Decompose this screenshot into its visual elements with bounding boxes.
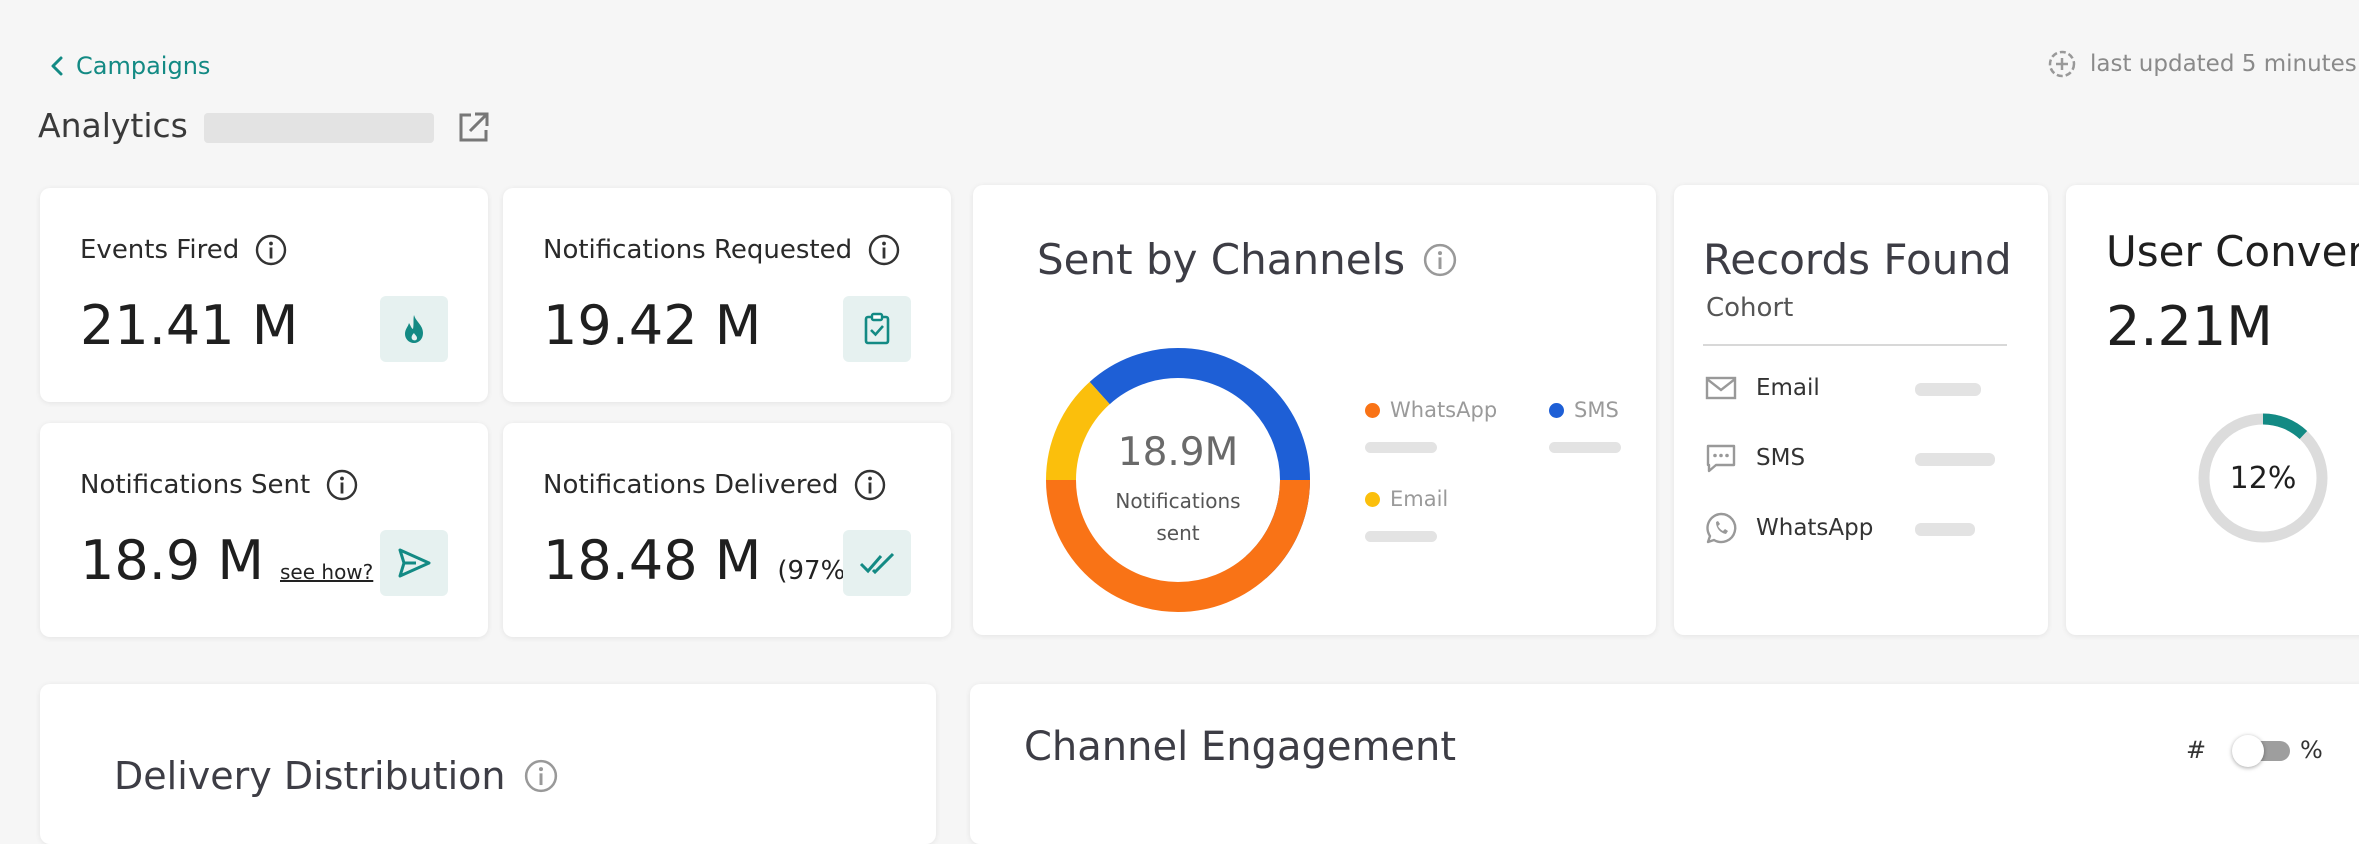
record-value-placeholder-email (1915, 383, 1981, 396)
sent-by-channels-card: Sent by Channels 18.9M Notifications sen… (973, 185, 1656, 635)
see-how-link[interactable]: see how? (280, 560, 374, 584)
legend-whatsapp: WhatsApp (1365, 398, 1497, 422)
refresh-clock-icon (2048, 50, 2076, 78)
clipboard-check-icon (864, 312, 890, 345)
notifications-requested-value: 19.42 M (543, 294, 761, 357)
double-check-icon (859, 552, 895, 575)
notifications-sent-header: Notifications Sent (80, 469, 358, 501)
chevron-left-icon (51, 56, 63, 76)
toggle-count-label: # (2186, 736, 2207, 764)
send-icon (398, 548, 431, 578)
legend-value-placeholder-whatsapp (1365, 442, 1437, 453)
records-found-subtitle: Cohort (1706, 293, 1794, 323)
whatsapp-icon (1706, 512, 1737, 544)
notifications-delivered-label: Notifications Delivered (543, 470, 839, 500)
legend-value-placeholder-sms (1549, 442, 1621, 453)
external-link-icon[interactable] (455, 110, 491, 146)
channel-engagement-card: Channel Engagement (970, 684, 2359, 844)
record-value-placeholder-sms (1915, 453, 1995, 466)
delivery-distribution-header: Delivery Distribution (114, 754, 558, 798)
record-row-sms: SMS (1704, 441, 1805, 475)
sent-by-channels-title: Sent by Channels (1037, 235, 1406, 284)
back-link-label: Campaigns (76, 52, 211, 80)
events-fired-badge (380, 296, 448, 362)
events-fired-header: Events Fired (80, 234, 287, 266)
channel-engagement-title: Channel Engagement (1024, 724, 1457, 770)
flame-icon (405, 315, 423, 343)
back-to-campaigns-link[interactable]: Campaigns (48, 52, 210, 80)
info-icon[interactable] (868, 234, 900, 266)
channels-donut-chart (1046, 348, 1310, 612)
record-row-whatsapp: WhatsApp (1704, 511, 1873, 545)
notifications-delivered-value: 18.48 M (97%) (543, 529, 855, 592)
notifications-delivered-number: 18.48 M (543, 529, 762, 592)
notifications-delivered-header: Notifications Delivered (543, 469, 886, 501)
legend-label-whatsapp: WhatsApp (1390, 398, 1498, 422)
legend-label-email: Email (1390, 487, 1449, 511)
notifications-requested-header: Notifications Requested (543, 234, 900, 266)
conversion-progress-ring (2198, 413, 2328, 543)
user-conversion-card: User Conversi 2.21M 12% (2066, 185, 2359, 635)
notifications-sent-card: Notifications Sent 18.9 M see how? (40, 423, 488, 637)
notifications-sent-value: 18.9 M see how? (80, 529, 373, 592)
notifications-requested-number: 19.42 M (543, 294, 762, 357)
records-found-title: Records Found (1703, 235, 2012, 284)
record-label-sms: SMS (1756, 445, 1806, 471)
events-fired-card: Events Fired 21.41 M (40, 188, 488, 402)
record-value-placeholder-whatsapp (1915, 523, 1975, 536)
legend-dot-email (1365, 491, 1380, 507)
notifications-sent-label: Notifications Sent (80, 470, 311, 500)
progress-ring-fill (2198, 413, 2328, 543)
delivered-percent: (97%) (777, 556, 856, 586)
donut-center-label-line1: Notifications (1115, 489, 1241, 513)
events-fired-value: 21.41 M (80, 294, 298, 357)
events-fired-number: 21.41 M (80, 294, 299, 357)
donut-segment-sms (1046, 348, 1310, 612)
events-fired-label: Events Fired (80, 235, 240, 265)
notifications-requested-card: Notifications Requested 19.42 M (503, 188, 951, 402)
legend-sms: SMS (1549, 398, 1619, 422)
sent-by-channels-header: Sent by Channels (1037, 235, 1457, 284)
count-percent-toggle[interactable] (2232, 735, 2294, 767)
donut-segment-email (1046, 348, 1310, 612)
notifications-requested-badge (843, 296, 911, 362)
notifications-requested-label: Notifications Requested (543, 235, 853, 265)
notifications-delivered-card: Notifications Delivered 18.48 M (97%) (503, 423, 951, 637)
notifications-sent-number: 18.9 M (80, 529, 264, 592)
delivery-distribution-title: Delivery Distribution (114, 754, 506, 798)
page-title: Analytics (38, 106, 188, 145)
info-icon[interactable] (326, 469, 358, 501)
records-divider (1703, 344, 2007, 346)
mail-icon (1705, 376, 1737, 400)
toggle-knob (2232, 735, 2264, 767)
last-updated-status: last updated 5 minutes a (2046, 48, 2359, 80)
records-found-card: Records Found Cohort Email SMS WhatsApp (1674, 185, 2048, 635)
user-conversion-value: 2.21M (2106, 295, 2273, 358)
legend-dot-whatsapp (1365, 402, 1380, 418)
legend-label-sms: SMS (1574, 398, 1619, 422)
conversion-percent-label: 12% (2229, 461, 2297, 496)
info-icon[interactable] (854, 469, 886, 501)
legend-email: Email (1365, 487, 1448, 511)
legend-value-placeholder-email (1365, 531, 1437, 542)
record-label-email: Email (1756, 375, 1820, 401)
notifications-sent-badge (380, 530, 448, 596)
info-icon[interactable] (524, 759, 558, 793)
title-placeholder (204, 113, 434, 143)
last-updated-text: last updated 5 minutes a (2090, 51, 2359, 77)
donut-center-value: 18.9M (1117, 430, 1239, 475)
donut-center-label-line2: sent (1156, 521, 1200, 545)
toggle-percent-label: % (2300, 736, 2323, 764)
record-label-whatsapp: WhatsApp (1756, 515, 1874, 541)
delivery-distribution-card: Delivery Distribution (40, 684, 936, 844)
sms-icon (1706, 444, 1736, 473)
info-icon[interactable] (255, 234, 287, 266)
legend-dot-sms (1549, 402, 1564, 418)
info-icon[interactable] (1423, 243, 1457, 277)
user-conversion-title: User Conversi (2106, 227, 2359, 276)
record-row-email: Email (1704, 371, 1820, 405)
notifications-delivered-badge (843, 530, 911, 596)
